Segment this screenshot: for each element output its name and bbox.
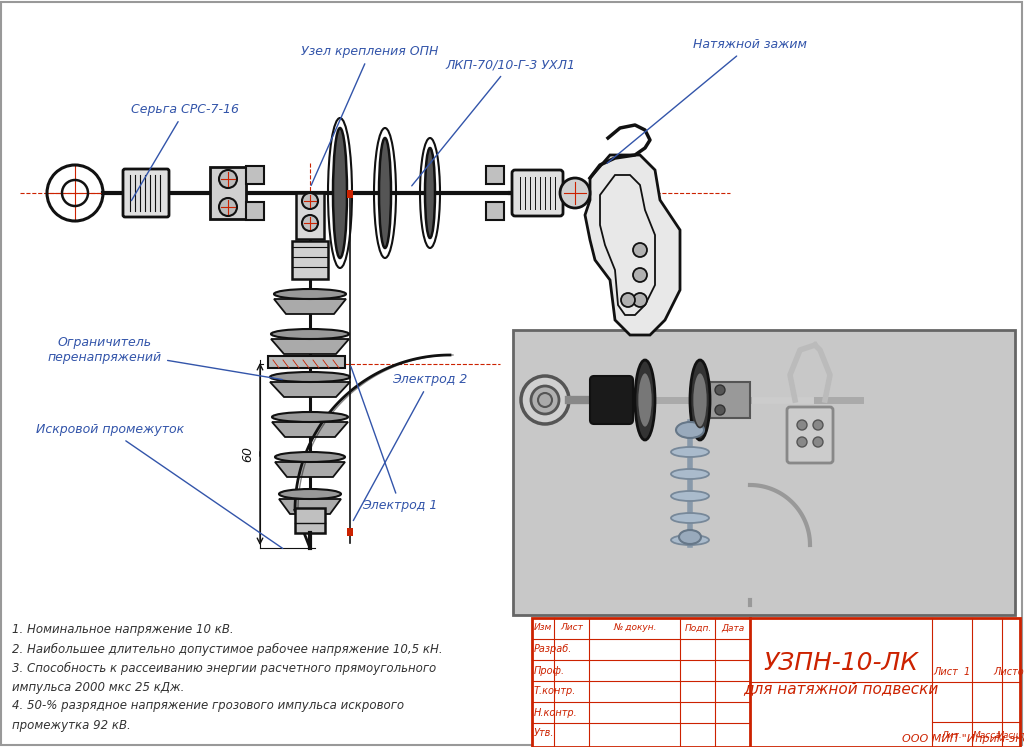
Text: Электрод 2: Электрод 2: [353, 374, 468, 521]
Polygon shape: [270, 382, 350, 397]
Text: Масштаб: Масштаб: [997, 731, 1024, 740]
Text: Подп.: Подп.: [684, 624, 712, 633]
Ellipse shape: [679, 530, 701, 544]
Circle shape: [813, 420, 823, 430]
Text: Н.контр.: Н.контр.: [534, 707, 578, 718]
Text: 4. 50-% разрядное напряжение грозового импульса искрового: 4. 50-% разрядное напряжение грозового и…: [12, 699, 404, 713]
Bar: [296, 193, 324, 239]
Circle shape: [621, 293, 635, 307]
Ellipse shape: [671, 447, 709, 457]
Text: ООО МИП "Иприм-энергия": ООО МИП "Иприм-энергия": [902, 734, 1024, 744]
Ellipse shape: [279, 489, 341, 499]
FancyBboxPatch shape: [590, 376, 633, 424]
FancyBboxPatch shape: [787, 407, 833, 463]
Bar: [246, 202, 264, 220]
Polygon shape: [272, 422, 348, 437]
Circle shape: [715, 405, 725, 415]
Circle shape: [302, 193, 318, 209]
Text: Изм: Изм: [534, 624, 552, 633]
Circle shape: [715, 385, 725, 395]
Ellipse shape: [270, 372, 350, 382]
Circle shape: [219, 170, 237, 188]
Bar: [532, 618, 1020, 747]
Bar: [210, 167, 246, 219]
Bar: [513, 330, 1015, 615]
Ellipse shape: [333, 128, 347, 258]
Circle shape: [633, 243, 647, 257]
Polygon shape: [271, 339, 349, 354]
Circle shape: [521, 376, 569, 424]
Ellipse shape: [671, 513, 709, 523]
Bar: [295, 508, 325, 533]
Circle shape: [531, 386, 559, 414]
Ellipse shape: [275, 452, 345, 462]
Ellipse shape: [671, 535, 709, 545]
Circle shape: [560, 178, 590, 208]
Ellipse shape: [638, 373, 652, 427]
Text: импульса 2000 мкс 25 кДж.: импульса 2000 мкс 25 кДж.: [12, 681, 184, 693]
Ellipse shape: [274, 289, 346, 299]
Ellipse shape: [271, 329, 349, 339]
Circle shape: [797, 437, 807, 447]
Polygon shape: [585, 155, 680, 335]
Circle shape: [219, 198, 237, 216]
Text: Масса: Масса: [973, 731, 1001, 740]
Bar: [486, 166, 504, 184]
Bar: [292, 241, 328, 279]
Bar: [347, 190, 353, 198]
Polygon shape: [275, 462, 345, 477]
Circle shape: [813, 437, 823, 447]
Text: Электрод 1: Электрод 1: [351, 367, 437, 512]
Bar: [486, 202, 504, 220]
Text: 1. Номинальное напряжение 10 кВ.: 1. Номинальное напряжение 10 кВ.: [12, 624, 233, 636]
Ellipse shape: [671, 491, 709, 501]
Text: Ограничитель
перенапряжений: Ограничитель перенапряжений: [48, 336, 283, 379]
Text: Серьга СРС-7-16: Серьга СРС-7-16: [131, 104, 239, 201]
Ellipse shape: [272, 412, 348, 422]
Circle shape: [302, 215, 318, 231]
Text: Проф.: Проф.: [534, 666, 565, 675]
Bar: [268, 356, 345, 368]
Polygon shape: [279, 499, 341, 514]
Bar: [246, 166, 264, 184]
Text: Натяжной зажим: Натяжной зажим: [607, 39, 807, 164]
Text: Искровой промежуток: Искровой промежуток: [36, 424, 283, 548]
Ellipse shape: [692, 373, 708, 427]
Text: Разраб.: Разраб.: [534, 645, 572, 654]
Text: ЛКП-70/10-Г-3 УХЛ1: ЛКП-70/10-Г-3 УХЛ1: [412, 58, 575, 186]
Polygon shape: [274, 299, 346, 314]
Text: промежутка 92 кВ.: промежутка 92 кВ.: [12, 719, 131, 731]
Text: 3. Способность к рассеиванию энергии расчетного прямоугольного: 3. Способность к рассеиванию энергии рас…: [12, 661, 436, 675]
Text: Лист: Лист: [560, 624, 584, 633]
Circle shape: [633, 268, 647, 282]
Ellipse shape: [635, 360, 655, 440]
Ellipse shape: [379, 138, 391, 248]
Text: 2. Наибольшее длительно допустимое рабочее напряжение 10,5 кН.: 2. Наибольшее длительно допустимое рабоч…: [12, 642, 442, 656]
Circle shape: [633, 293, 647, 307]
FancyBboxPatch shape: [512, 170, 563, 216]
Text: Лит.: Лит.: [942, 731, 963, 740]
Text: № докун.: № докун.: [613, 624, 656, 633]
Ellipse shape: [671, 469, 709, 479]
Ellipse shape: [425, 148, 435, 238]
Ellipse shape: [676, 422, 705, 438]
Ellipse shape: [690, 360, 710, 440]
Text: 60: 60: [242, 446, 255, 462]
Text: Узел крепления ОПН: Узел крепления ОПН: [301, 46, 438, 185]
Text: Утв.: Утв.: [534, 728, 555, 739]
Bar: [347, 528, 353, 536]
Text: Листов: Листов: [993, 667, 1024, 677]
Circle shape: [797, 420, 807, 430]
Text: Лист  1: Лист 1: [933, 667, 971, 677]
Bar: [710, 382, 750, 418]
Text: Т.контр.: Т.контр.: [534, 686, 577, 696]
Text: УЗПН-10-ЛК: УЗПН-10-ЛК: [764, 651, 919, 675]
Text: для натяжной подвески: для натяжной подвески: [743, 681, 939, 696]
FancyBboxPatch shape: [123, 169, 169, 217]
Circle shape: [538, 393, 552, 407]
Text: Дата: Дата: [721, 624, 744, 633]
